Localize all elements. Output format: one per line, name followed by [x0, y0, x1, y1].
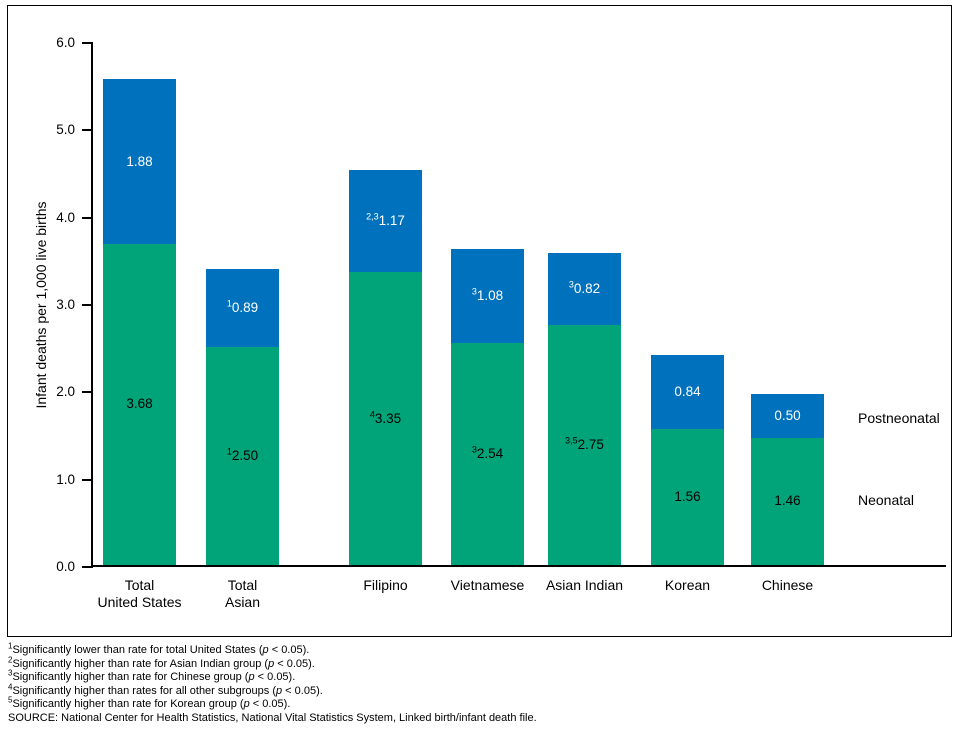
- y-tick-mark: [82, 391, 93, 394]
- bar: 30.82 3,52.75: [548, 253, 621, 565]
- footnote-line: 1Significantly lower than rate for total…: [8, 641, 310, 656]
- bar-label-postneonatal: 30.82: [568, 279, 601, 297]
- bar: 1.88 3.68: [103, 79, 176, 565]
- y-tick-mark: [82, 566, 93, 568]
- y-tick-mark: [82, 478, 93, 481]
- bar: 0.50 1.46: [751, 393, 824, 565]
- bar: 10.89 12.50: [206, 268, 279, 565]
- x-axis-label: Vietnamese: [450, 577, 525, 593]
- bar-segment-postneonatal: [103, 79, 176, 244]
- bar-segment-neonatal: [548, 324, 621, 565]
- x-axis-label: Total United States: [97, 577, 182, 610]
- y-tick-label: 3.0: [56, 297, 75, 312]
- y-tick-mark: [82, 216, 93, 219]
- footnotes: 1Significantly lower than rate for total…: [8, 641, 952, 726]
- bar: 31.08 32.54: [451, 248, 524, 565]
- bar-label-postneonatal: 2,31.17: [366, 211, 405, 229]
- y-tick-label: 5.0: [56, 122, 75, 138]
- bar-label-neonatal: 3,52.75: [565, 435, 604, 452]
- footnote-line: 3Significantly higher than rate for Chin…: [8, 668, 296, 684]
- chart-frame: Infant deaths per 1,000 live births 0.0 1…: [7, 5, 952, 637]
- footnote-line: 4Significantly higher than rates for all…: [8, 682, 323, 697]
- bar-segment-postneonatal: [451, 248, 524, 344]
- bar-segment-neonatal: [206, 346, 279, 565]
- y-tick-label: 0.0: [56, 559, 75, 574]
- x-axis-label: Filipino: [363, 577, 408, 593]
- bar-label-neonatal: 43.35: [369, 409, 402, 426]
- y-tick-mark: [82, 42, 93, 44]
- bar-segment-neonatal: [103, 243, 176, 565]
- bar-segment-neonatal: [349, 272, 422, 565]
- x-axis-label: Total Asian: [224, 577, 261, 610]
- footnote-line: 5Significantly higher than rate for Kore…: [8, 695, 291, 711]
- bar-segment-postneonatal: [548, 253, 621, 325]
- bar-segment-postneonatal: [349, 170, 422, 273]
- bar-label-neonatal: 1.46: [774, 493, 801, 509]
- bar-label-postneonatal: 31.08: [471, 286, 504, 304]
- y-tick-mark: [82, 129, 93, 132]
- footnote-line: SOURCE: National Center for Health Stati…: [8, 711, 537, 724]
- bar-segment-postneonatal: [751, 393, 824, 438]
- bar-segment-postneonatal: [651, 355, 724, 429]
- y-tick-label: 6.0: [56, 35, 75, 50]
- bar-segment-neonatal: [451, 343, 524, 565]
- y-tick-label: 1.0: [56, 471, 75, 487]
- footnote-line: 2Significantly higher than rate for Asia…: [8, 654, 315, 670]
- y-tick-label: 4.0: [56, 209, 75, 225]
- bar-label-neonatal: 3.68: [126, 396, 153, 412]
- legend-label-postneonatal: Postneonatal: [858, 409, 940, 426]
- x-axis-label: Korean: [664, 577, 711, 593]
- bar-segment-neonatal: [751, 437, 824, 565]
- y-tick-label: 2.0: [56, 384, 75, 400]
- bar-label-neonatal: 1.56: [674, 488, 701, 504]
- plot-area: Infant deaths per 1,000 live births 0.0 1…: [33, 35, 946, 610]
- bar: 0.84 1.56: [651, 355, 724, 565]
- bar-label-postneonatal: 1.88: [126, 153, 153, 169]
- bar-segment-neonatal: [651, 428, 724, 565]
- bar-label-postneonatal: 0.84: [674, 384, 701, 400]
- bar-label-neonatal: 32.54: [471, 444, 504, 462]
- bar-label-postneonatal: 10.89: [226, 298, 259, 315]
- bar-label-neonatal: 12.50: [226, 446, 259, 463]
- x-axis-label: Chinese: [761, 577, 814, 593]
- legend-label-neonatal: Neonatal: [858, 492, 915, 509]
- bar-label-postneonatal: 0.50: [774, 407, 801, 423]
- y-tick-mark: [82, 304, 93, 306]
- bar: 2,31.17 43.35: [349, 170, 422, 565]
- x-axis-label: Asian Indian: [545, 577, 624, 593]
- bar-segment-postneonatal: [206, 268, 279, 347]
